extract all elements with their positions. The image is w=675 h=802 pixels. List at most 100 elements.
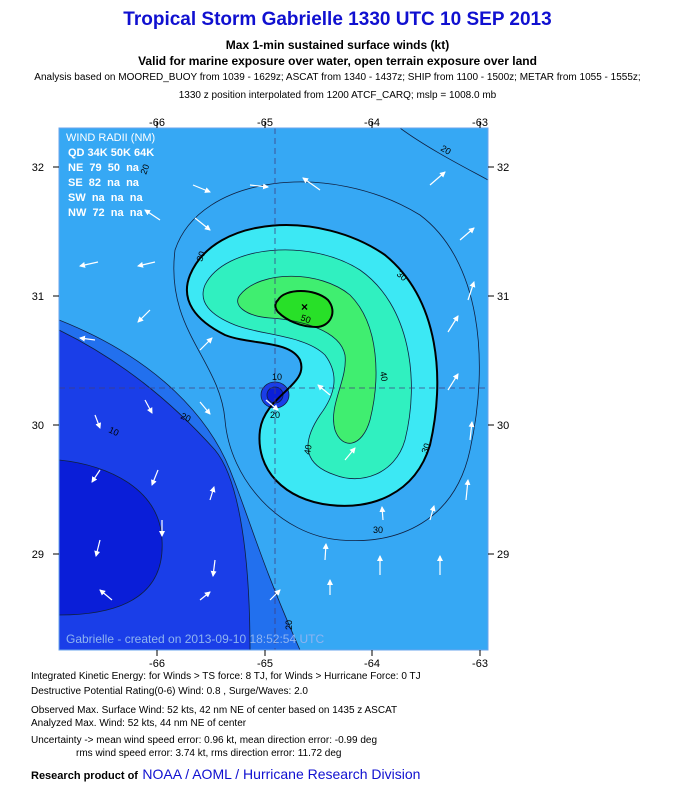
y-tick-label-right: 30 xyxy=(497,420,509,432)
wind-vector-arrow xyxy=(447,373,459,391)
axis-ticks xyxy=(53,122,494,656)
y-tick-label-right: 32 xyxy=(497,162,509,174)
x-tick-label-bottom: -63 xyxy=(472,658,488,668)
wind-vector-arrow xyxy=(192,184,211,193)
x-tick-label-bottom: -64 xyxy=(364,658,380,668)
contour-label: 30 xyxy=(194,250,207,263)
map-frame xyxy=(58,127,489,651)
wind-vector-arrow xyxy=(199,337,213,351)
wind-vector-arrow xyxy=(467,281,476,301)
wind-vector-arrow xyxy=(344,447,356,461)
contour-label: 20 xyxy=(270,410,280,420)
map-subtitle-winds: Max 1-min sustained surface winds (kt) xyxy=(225,38,450,52)
wind-vector-arrow xyxy=(429,171,446,186)
contour-label: 50 xyxy=(299,312,312,325)
wind-vector-arrow xyxy=(322,543,329,561)
max-wind-marker: × xyxy=(301,300,308,314)
wind-vector-arrow xyxy=(447,315,459,333)
contour-line xyxy=(237,275,377,444)
map-title: Tropical Storm Gabrielle 1330 UTC 10 SEP… xyxy=(123,9,552,30)
x-tick-label-top: -64 xyxy=(364,117,380,129)
research-org-link[interactable]: NOAA / AOML / Hurricane Research Divisio… xyxy=(142,766,421,782)
wind-contour-field xyxy=(59,128,488,650)
wind-vector-arrow xyxy=(265,399,279,411)
research-label: Research product of xyxy=(31,770,138,782)
wind-vector-arrow xyxy=(151,469,159,486)
contour-label: 20 xyxy=(439,143,453,157)
contour-label: 20 xyxy=(179,411,192,424)
contour-label: 30 xyxy=(419,442,432,455)
x-tick-label-top: -66 xyxy=(149,117,165,129)
x-tick-label-top: -65 xyxy=(257,117,273,129)
analysis-sources: Analysis based on MOORED_BUOY from 1039 … xyxy=(34,72,641,83)
wind-vector-arrow xyxy=(269,589,281,601)
uncertainty-line-1: Uncertainty -> mean wind speed error: 0.… xyxy=(31,735,378,746)
wind-field-map: 20 20 30 30 30 40 40 50 30 20 10 20 10 2… xyxy=(32,117,510,668)
wind-radii-row: NW 72 na na xyxy=(68,207,143,219)
contour-line xyxy=(59,329,251,650)
contour-line xyxy=(59,319,301,650)
wind-vector-arrow xyxy=(79,335,96,342)
wind-vector-arrow xyxy=(94,539,101,557)
wind-radii-row: SE 82 na na xyxy=(68,177,140,189)
y-tick-label-left: 29 xyxy=(32,549,44,561)
contour-label: 30 xyxy=(395,269,409,283)
wind-radii-row: NE 79 50 na xyxy=(68,162,140,174)
position-note: 1330 z position interpolated from 1200 A… xyxy=(178,90,497,101)
wind-vector-arrow xyxy=(209,486,216,501)
wind-vector-arrow xyxy=(464,479,471,501)
ike-line: Integrated Kinetic Energy: for Winds > T… xyxy=(31,671,421,682)
wind-band-max xyxy=(275,291,333,327)
wind-vector-arrow xyxy=(94,414,102,429)
wind-vector-arrow xyxy=(379,506,386,521)
wind-vector-arrow xyxy=(459,227,475,241)
contour-label: 30 xyxy=(373,525,383,535)
wind-radii-table: WIND RADII (NM) QD 34K 50K 64K NE 79 50 … xyxy=(66,132,155,219)
uncertainty-line-2: rms wind speed error: 3.74 kt, rms direc… xyxy=(76,748,342,759)
y-tick-label-right: 31 xyxy=(497,291,509,303)
wind-vector-arrow xyxy=(194,217,211,231)
contour-line xyxy=(173,181,480,542)
contour-label: 40 xyxy=(302,444,314,456)
map-credit: Gabrielle - created on 2013-09-10 18:52:… xyxy=(66,632,324,646)
wind-vector-arrow xyxy=(210,559,217,577)
y-tick-label-left: 31 xyxy=(32,291,44,303)
observed-max-line: Observed Max. Surface Wind: 52 kts, 42 n… xyxy=(31,705,398,716)
x-tick-label-top: -63 xyxy=(472,117,488,129)
wind-vector-arrow xyxy=(199,401,211,415)
wind-vector-arrow xyxy=(249,183,269,190)
contour-label: 40 xyxy=(378,371,390,383)
contour-label: 20 xyxy=(284,620,294,630)
wind-vector-arrow xyxy=(429,505,436,521)
wind-radii-title: WIND RADII (NM) xyxy=(66,132,155,144)
contour-label: 10 xyxy=(107,425,120,438)
wind-vector-arrow xyxy=(137,261,156,268)
wind-vector-arrow xyxy=(199,591,211,601)
y-tick-label-left: 30 xyxy=(32,420,44,432)
wind-vector-arrow xyxy=(137,309,151,323)
contour-label: 10 xyxy=(272,372,282,382)
wind-vector-arrow xyxy=(99,589,113,601)
contour-label: 20 xyxy=(138,163,151,176)
wind-vector-arrow xyxy=(144,209,161,221)
wind-vector-arrow xyxy=(79,261,99,268)
wind-vector-arrow xyxy=(302,177,321,191)
y-tick-label-left: 32 xyxy=(32,162,44,174)
x-tick-label-bottom: -65 xyxy=(257,658,273,668)
contour-line xyxy=(59,459,163,616)
wind-vector-arrow xyxy=(91,469,101,483)
y-tick-label-right: 29 xyxy=(497,549,509,561)
x-tick-label-bottom: -66 xyxy=(149,658,165,668)
analyzed-max-line: Analyzed Max. Wind: 52 kts, 44 nm NE of … xyxy=(31,718,247,729)
wind-radii-header: QD 34K 50K 64K xyxy=(68,147,154,159)
wind-vector-arrow xyxy=(317,384,331,396)
wind-radii-row: SW na na na xyxy=(68,192,143,204)
dpr-line: Destructive Potential Rating(0-6) Wind: … xyxy=(31,686,308,697)
wind-band-deep-southwest xyxy=(59,460,163,615)
contour-line xyxy=(202,249,412,479)
contour-line xyxy=(399,128,488,181)
map-subtitle-exposure: Valid for marine exposure over water, op… xyxy=(138,54,537,68)
contour-line-50kt xyxy=(274,290,334,329)
wind-vector-arrow xyxy=(144,399,153,414)
research-credit: Research product of NOAA / AOML / Hurric… xyxy=(31,766,420,784)
